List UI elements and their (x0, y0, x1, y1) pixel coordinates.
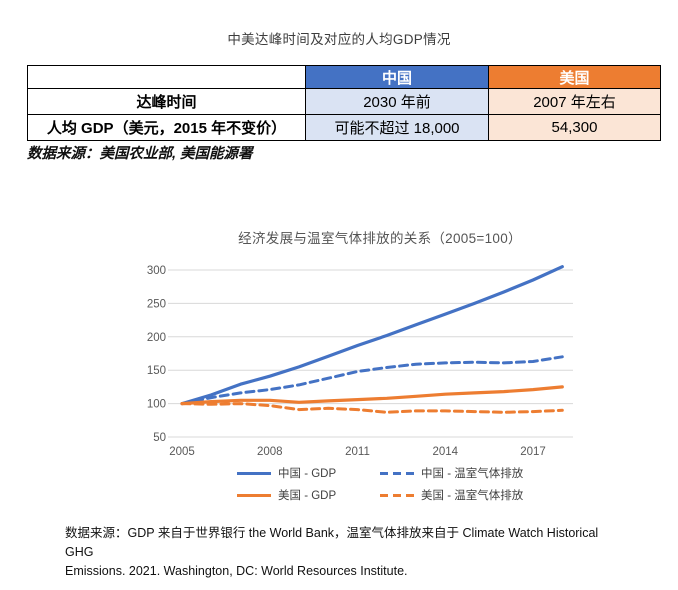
legend-label: 中国 - GDP (278, 468, 337, 480)
svg-text:2008: 2008 (257, 446, 283, 458)
row-label-peak-time: 达峰时间 (27, 88, 306, 115)
legend-dashed-line-icon (380, 493, 414, 497)
gdp-per-capita-china-value: 可能不超过 18,000 (305, 114, 489, 141)
peak-time-china-value: 2030 年前 (305, 88, 489, 115)
table-header-row: 中国 美国 (27, 65, 661, 89)
table-source-note: 数据来源：美国农业部, 美国能源署 (27, 146, 253, 162)
chart-title: 经济发展与温室气体排放的关系（2005=100） (238, 231, 522, 246)
legend-item-4: 美国 - 温室气体排放 (380, 487, 523, 503)
emissions-line-chart: 50 100 150 200 250 300 2005 2008 2011 2014 2017 (147, 265, 573, 458)
usa-column-header: 美国 (488, 65, 661, 89)
legend-item-2: 中国 - 温室气体排放 (380, 465, 523, 481)
svg-text:50: 50 (153, 432, 166, 444)
page-title: 中美达峰时间及对应的人均GDP情况 (227, 32, 451, 47)
legend-solid-line-icon (237, 471, 271, 475)
svg-text:2017: 2017 (520, 446, 546, 458)
chart-source-line-1: 数据来源：GDP 来自于世界银行 the World Bank，温室气体排放来自… (65, 526, 599, 559)
legend-item-1: 中国 - GDP (237, 465, 380, 481)
svg-text:300: 300 (147, 265, 166, 277)
gdp-per-capita-usa-value: 54,300 (488, 114, 661, 141)
peak-gdp-table: 中国 美国 达峰时间 2030 年前 2007 年左右 人均 GDP（美元，20… (27, 65, 661, 141)
legend-solid-line-icon (237, 493, 271, 497)
legend-label: 美国 - GDP (278, 490, 337, 502)
chart-source-note: 数据来源：GDP 来自于世界银行 the World Bank，温室气体排放来自… (65, 524, 625, 581)
peak-time-usa-value: 2007 年左右 (488, 88, 661, 115)
svg-text:200: 200 (147, 332, 166, 344)
table-corner-cell (27, 65, 306, 89)
svg-text:100: 100 (147, 399, 166, 411)
chart-legend: 中国 - GDP 中国 - 温室气体排放美国 - GDP 美国 - 温室气体排放 (237, 462, 523, 506)
table-row-peak-time: 达峰时间 2030 年前 2007 年左右 (27, 88, 661, 115)
legend-label: 中国 - 温室气体排放 (421, 468, 524, 480)
table-row-gdp-per-capita: 人均 GDP（美元，2015 年不变价） 可能不超过 18,000 54,300 (27, 114, 661, 141)
legend-dashed-line-icon (380, 471, 414, 475)
row-label-gdp-per-capita: 人均 GDP（美元，2015 年不变价） (27, 114, 306, 141)
svg-text:2014: 2014 (433, 446, 459, 458)
svg-text:250: 250 (147, 298, 166, 310)
legend-item-3: 美国 - GDP (237, 487, 380, 503)
chart-source-line-2: Emissions. 2021. Washington, DC: World R… (65, 564, 408, 578)
svg-text:150: 150 (147, 365, 166, 377)
legend-label: 美国 - 温室气体排放 (421, 490, 524, 502)
svg-text:2011: 2011 (345, 446, 370, 458)
svg-text:2005: 2005 (169, 446, 195, 458)
china-column-header: 中国 (305, 65, 489, 89)
